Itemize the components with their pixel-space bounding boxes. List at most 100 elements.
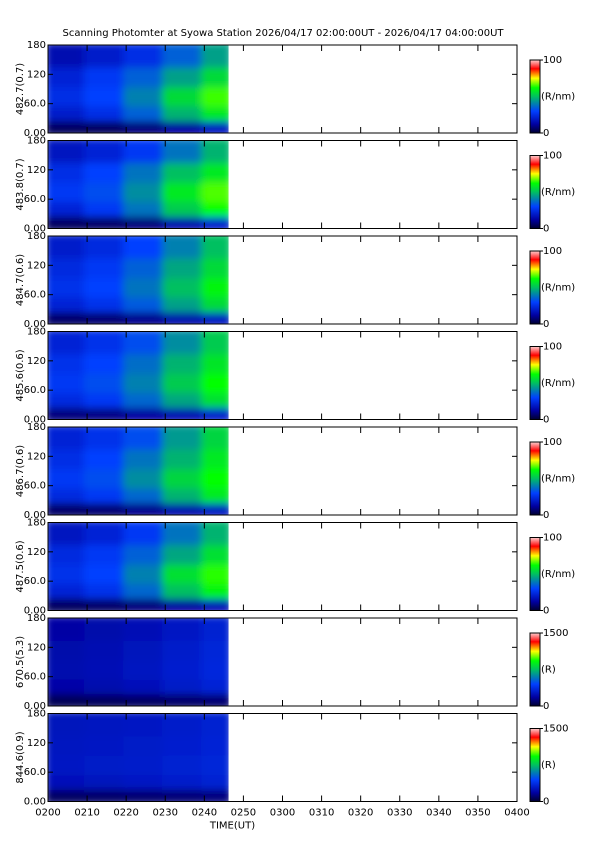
heatmap-cell — [162, 45, 208, 68]
y-tick-label: 180 — [27, 231, 46, 242]
y-axis-label: 844.6(0.9) — [15, 731, 26, 783]
heatmap-cell — [201, 331, 229, 355]
heatmap-cell — [48, 522, 91, 546]
colorbar-label: (R/nm) — [541, 283, 575, 294]
colorbar-tick-label: 0 — [543, 319, 549, 330]
colorbar-tick-label: 100 — [543, 437, 562, 448]
heatmap-cell — [48, 618, 91, 641]
y-tick-label: 180 — [27, 327, 46, 338]
colorbar-label: (R/nm) — [541, 92, 575, 103]
heatmap-cell — [48, 331, 91, 355]
heatmap-cells — [48, 427, 229, 515]
y-tick-label: 120 — [27, 738, 46, 749]
heatmap — [48, 427, 229, 515]
heatmap-cell — [162, 236, 208, 259]
colorbar-tick-label: 0 — [543, 510, 549, 521]
colorbar-tick-label: 0 — [543, 128, 549, 139]
x-tick-label: 0200 — [35, 808, 60, 819]
heatmap-cell — [123, 140, 169, 164]
x-tick-label: 0320 — [348, 808, 373, 819]
y-tick-label: 180 — [27, 518, 46, 529]
heatmap-cell — [48, 45, 91, 68]
colorbar-tick-label: 100 — [543, 55, 562, 66]
colorbar-tick-label: 100 — [543, 151, 562, 162]
y-tick-label: 120 — [27, 642, 46, 653]
x-tick-label: 0310 — [309, 808, 334, 819]
y-tick-label: 120 — [27, 451, 46, 462]
y-tick-label: 120 — [27, 260, 46, 271]
y-tick-label: 180 — [27, 709, 46, 720]
y-tick-label: 180 — [27, 136, 46, 147]
y-tick-label: 0.00 — [24, 415, 46, 426]
colorbar — [529, 441, 541, 516]
y-tick-label: 180 — [27, 422, 46, 433]
heatmap-cell — [84, 618, 130, 641]
heatmap — [48, 618, 229, 706]
colorbar-tick-label: 100 — [543, 246, 562, 257]
colorbar — [529, 632, 541, 707]
heatmap-cell — [201, 45, 229, 68]
y-tick-label: 120 — [27, 356, 46, 367]
heatmap-cells — [48, 522, 229, 611]
y-tick-label: 120 — [27, 547, 46, 558]
colorbar — [529, 250, 541, 325]
y-tick-label: 180 — [27, 613, 46, 624]
heatmap-cell — [48, 140, 91, 164]
x-tick-label: 0400 — [504, 808, 529, 819]
x-tick-label: 0210 — [74, 808, 99, 819]
colorbar-label: (R/nm) — [541, 474, 575, 485]
heatmap-cells — [48, 236, 229, 324]
y-tick-label: 60.0 — [24, 576, 46, 587]
heatmap-cells — [48, 618, 229, 706]
heatmap-cell — [162, 618, 208, 641]
y-axis-label: 482.7(0.7) — [15, 63, 26, 115]
heatmap — [48, 140, 229, 229]
y-tick-label: 0.00 — [24, 128, 46, 139]
heatmap — [48, 45, 229, 133]
heatmap-cells — [48, 140, 229, 229]
y-tick-label: 60.0 — [24, 290, 46, 301]
y-tick-label: 120 — [27, 69, 46, 80]
heatmap-cells — [48, 331, 229, 420]
colorbar-tick-label: 0 — [543, 701, 549, 712]
heatmap-cell — [84, 522, 130, 546]
heatmap-cell — [162, 522, 208, 546]
colorbar-tick-label: 0 — [543, 224, 549, 235]
y-tick-label: 0.00 — [24, 606, 46, 617]
y-tick-label: 0.00 — [24, 319, 46, 330]
colorbar-label: (R/nm) — [541, 569, 575, 580]
heatmap-cells — [48, 45, 229, 133]
heatmap-cell — [84, 331, 130, 355]
colorbar — [529, 59, 541, 134]
heatmap-cell — [162, 427, 208, 450]
heatmap — [48, 236, 229, 324]
heatmap-cell — [201, 140, 229, 164]
colorbar-label: (R/nm) — [541, 378, 575, 389]
heatmap-cell — [123, 45, 169, 68]
colorbar-label: (R) — [541, 760, 556, 771]
y-tick-label: 60.0 — [24, 99, 46, 110]
colorbar-tick-label: 0 — [543, 797, 549, 808]
y-axis-label: 484.7(0.6) — [15, 254, 26, 306]
heatmap-cell — [162, 331, 208, 355]
y-axis-label: 487.5(0.6) — [15, 540, 26, 592]
y-axis-label: 486.7(0.6) — [15, 445, 26, 497]
chart-title: Scanning Photomter at Syowa Station 2026… — [62, 28, 504, 39]
x-tick-label: 0240 — [192, 808, 217, 819]
heatmap — [48, 331, 229, 420]
colorbar-tick-label: 1500 — [543, 724, 568, 735]
heatmap-cell — [123, 427, 169, 450]
heatmap — [48, 522, 229, 611]
y-axis-label: 483.8(0.7) — [15, 158, 26, 210]
colorbar-tick-label: 100 — [543, 533, 562, 544]
x-tick-label: 0340 — [426, 808, 451, 819]
heatmap-cell — [123, 713, 169, 737]
y-tick-label: 0.00 — [24, 224, 46, 235]
colorbar-tick-label: 0 — [543, 415, 549, 426]
colorbar — [529, 155, 541, 229]
colorbar-tick-label: 100 — [543, 342, 562, 353]
y-tick-label: 120 — [27, 165, 46, 176]
y-tick-label: 0.00 — [24, 797, 46, 808]
heatmap-cell — [201, 236, 229, 259]
